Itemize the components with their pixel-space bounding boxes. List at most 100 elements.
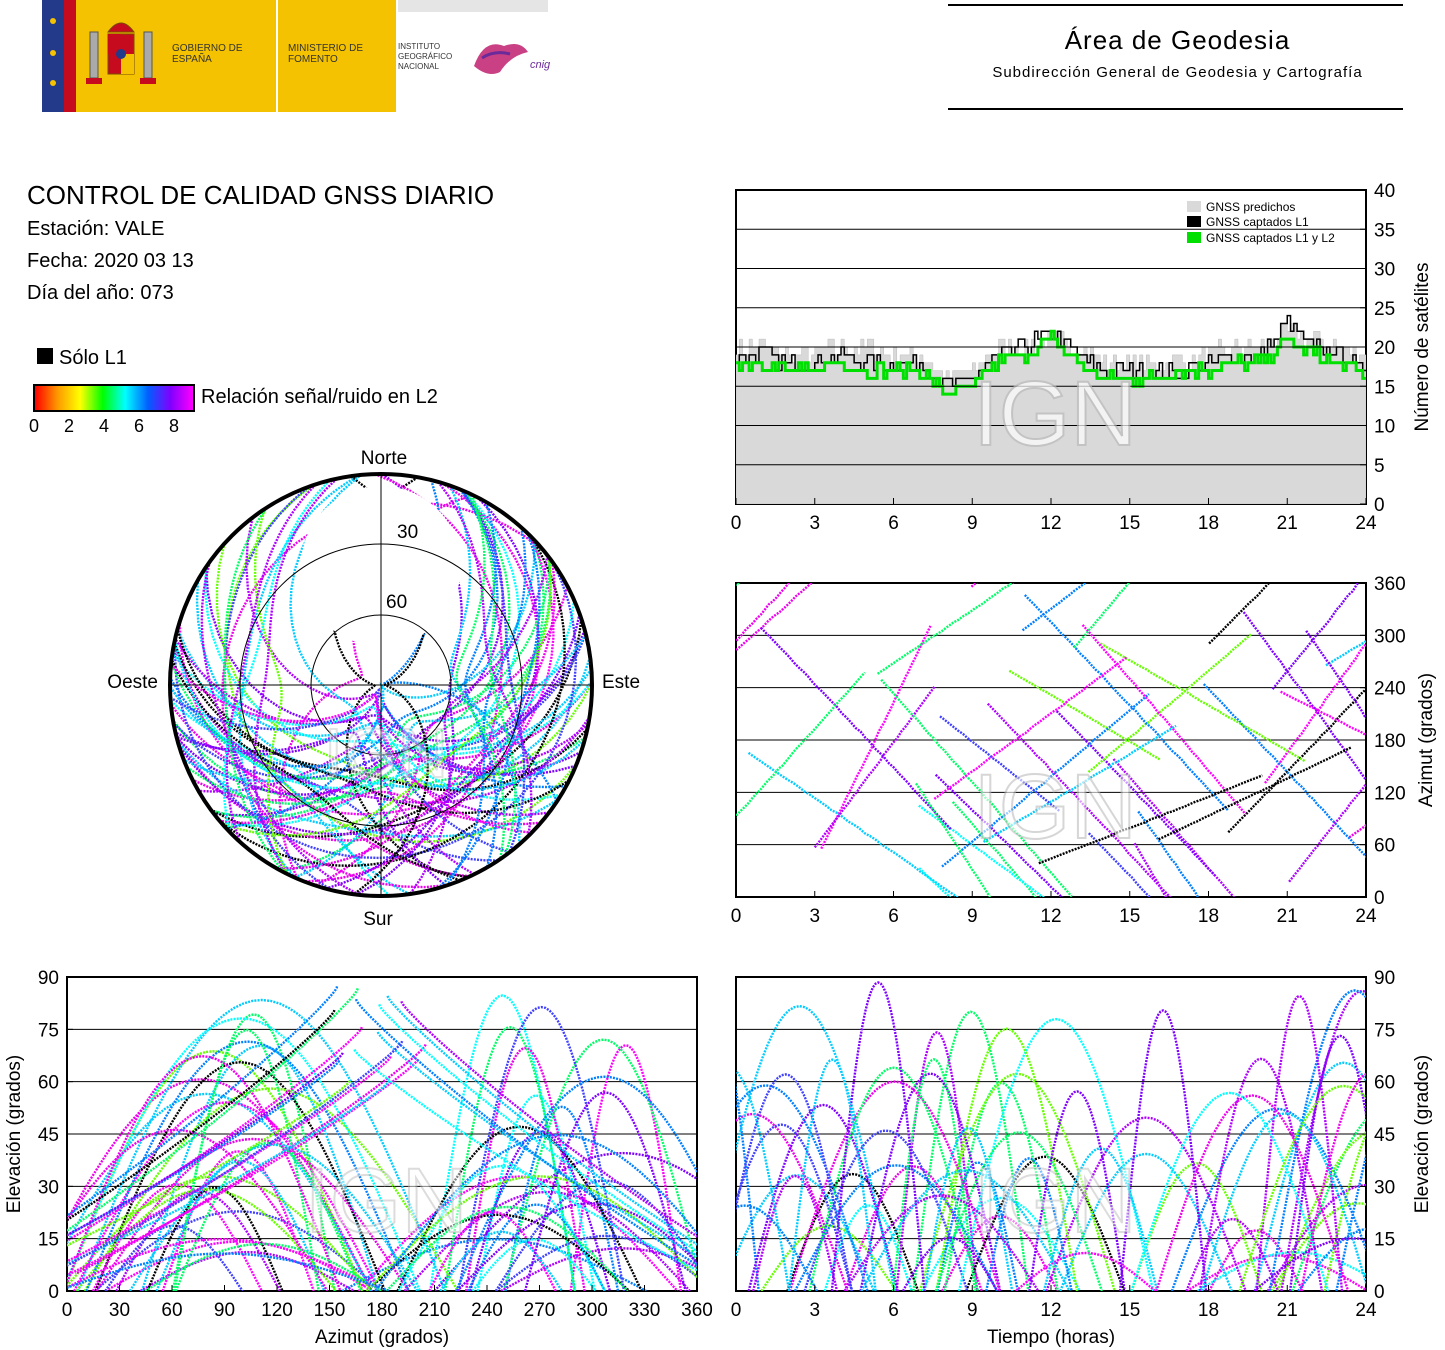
elev-time-track <box>957 1017 1155 1291</box>
elev-az-track <box>67 1175 373 1291</box>
x-tick-label: 3 <box>809 906 820 927</box>
x-tick-label: 18 <box>1198 906 1219 927</box>
elev-time-track <box>891 1058 977 1291</box>
x-tick-label: 0 <box>62 1300 73 1321</box>
azimuth-track <box>1038 774 1263 865</box>
x-tick-label: 120 <box>261 1300 293 1321</box>
elev-az-track <box>471 1238 597 1291</box>
elev-time-track <box>787 1058 877 1291</box>
elev-az-track <box>376 1031 697 1258</box>
elev-time-track <box>1253 1061 1366 1291</box>
elev-time-track <box>1186 1254 1366 1291</box>
skyplot-track <box>170 663 532 834</box>
elev-az-track <box>146 1186 284 1291</box>
x-tick-label: 6 <box>888 1300 899 1321</box>
x-tick-label: 60 <box>161 1300 182 1321</box>
skyplot-track <box>221 556 552 837</box>
skyplot-track <box>465 491 517 856</box>
snr-tick-2: 2 <box>64 416 75 436</box>
elev-az-track <box>155 1159 326 1291</box>
skyplot-track <box>253 477 338 875</box>
azimuth-track <box>1325 639 1366 667</box>
elev-time-track <box>1266 1183 1366 1291</box>
elev-az-track <box>455 1075 697 1291</box>
y-tick-label: 90 <box>38 968 59 989</box>
skyplot-track <box>437 481 533 837</box>
y-tick-label: 0 <box>1374 495 1385 516</box>
y-tick-label: 15 <box>38 1230 59 1251</box>
elev-az-track <box>67 1054 342 1291</box>
y-tick-label: 60 <box>1374 836 1395 857</box>
elev-az-track <box>95 1137 410 1291</box>
elev-time-ylabel: Elevación (grados) <box>1412 1055 1433 1213</box>
x-tick-label: 15 <box>1119 513 1140 534</box>
elev-az-track <box>67 1050 364 1291</box>
date-label: Fecha: 2020 03 13 <box>27 250 194 272</box>
elev-time-track <box>793 1164 999 1291</box>
y-tick-label: 10 <box>1374 417 1395 438</box>
elev-time-track <box>1198 1057 1324 1291</box>
y-tick-label: 15 <box>1374 1230 1395 1251</box>
skyplot-track <box>219 535 566 867</box>
skyplot-track <box>464 501 498 868</box>
azimuth-track <box>1099 642 1306 763</box>
elev-az-track <box>67 1092 373 1291</box>
y-tick-label: 30 <box>1374 260 1395 281</box>
elev-time-track <box>1297 1227 1366 1291</box>
elev-az-track <box>504 1105 620 1291</box>
skyplot-track <box>174 693 577 777</box>
ministerio-text: MINISTERIO DE FOMENTO <box>288 43 364 65</box>
elev-az-track <box>67 1040 404 1267</box>
elev-az-track <box>67 988 359 1233</box>
area-title: Área de Geodesia <box>1064 25 1291 55</box>
y-tick-label: 90 <box>1374 968 1395 989</box>
skyplot-track <box>171 652 562 802</box>
elev-az-track <box>500 1247 697 1291</box>
azimuth-track <box>1073 583 1131 649</box>
x-tick-label: 3 <box>809 513 820 534</box>
azimuth-track <box>876 583 1015 675</box>
skyplot-track <box>178 532 555 816</box>
azimuth-track <box>813 685 936 849</box>
skyplot-track <box>173 562 578 860</box>
x-tick-label: 0 <box>731 513 742 534</box>
elev-az-track <box>94 1060 387 1291</box>
y-tick-label: 60 <box>38 1073 59 1094</box>
y-tick-label: 40 <box>1374 181 1395 202</box>
skyplot-track <box>446 527 527 886</box>
elev-time-track <box>1130 1162 1263 1291</box>
x-tick-label: 24 <box>1355 1300 1377 1321</box>
x-tick-label: 300 <box>576 1300 608 1321</box>
skyplot-track <box>170 685 411 896</box>
elev-az-track <box>139 1250 355 1291</box>
elev-time-track <box>736 1073 853 1291</box>
elev-az-track <box>365 1175 697 1291</box>
only-l1-label: Sólo L1 <box>59 347 127 369</box>
y-tick-label: 25 <box>1374 299 1395 320</box>
elev-az-track <box>523 1091 687 1291</box>
x-tick-label: 0 <box>731 906 742 927</box>
skyplot-track <box>223 485 333 892</box>
elev-time-track <box>736 1112 849 1291</box>
skyplot-track <box>170 687 510 854</box>
skyplot-track <box>172 633 587 780</box>
eu-flag-stripe <box>42 0 64 112</box>
count-legend: GNSS predichos GNSS captados L1 GNSS cap… <box>1187 200 1335 245</box>
azimuth-track <box>1271 583 1360 690</box>
elev-az-track <box>67 1058 420 1276</box>
azimuth-tracks <box>736 583 1366 897</box>
elev-time-track <box>895 1030 979 1291</box>
elev-az-track <box>67 1128 329 1291</box>
azimuth-track <box>915 782 992 897</box>
elev-az-watermark: IGN <box>304 1150 468 1252</box>
elev-az-track <box>385 1205 629 1291</box>
skyplot-track <box>282 736 587 873</box>
azimuth-track <box>1208 583 1271 645</box>
skyplot-track <box>176 739 560 838</box>
area-subtitle: Subdirección General de Geodesia y Carto… <box>992 64 1363 81</box>
elev-az-track <box>174 1141 362 1291</box>
azimuth-ylabel: Azimut (grados) <box>1416 673 1437 807</box>
elev-time-track <box>1185 1217 1280 1291</box>
skyplot-track <box>314 585 569 887</box>
elev-az-track <box>75 1044 427 1275</box>
